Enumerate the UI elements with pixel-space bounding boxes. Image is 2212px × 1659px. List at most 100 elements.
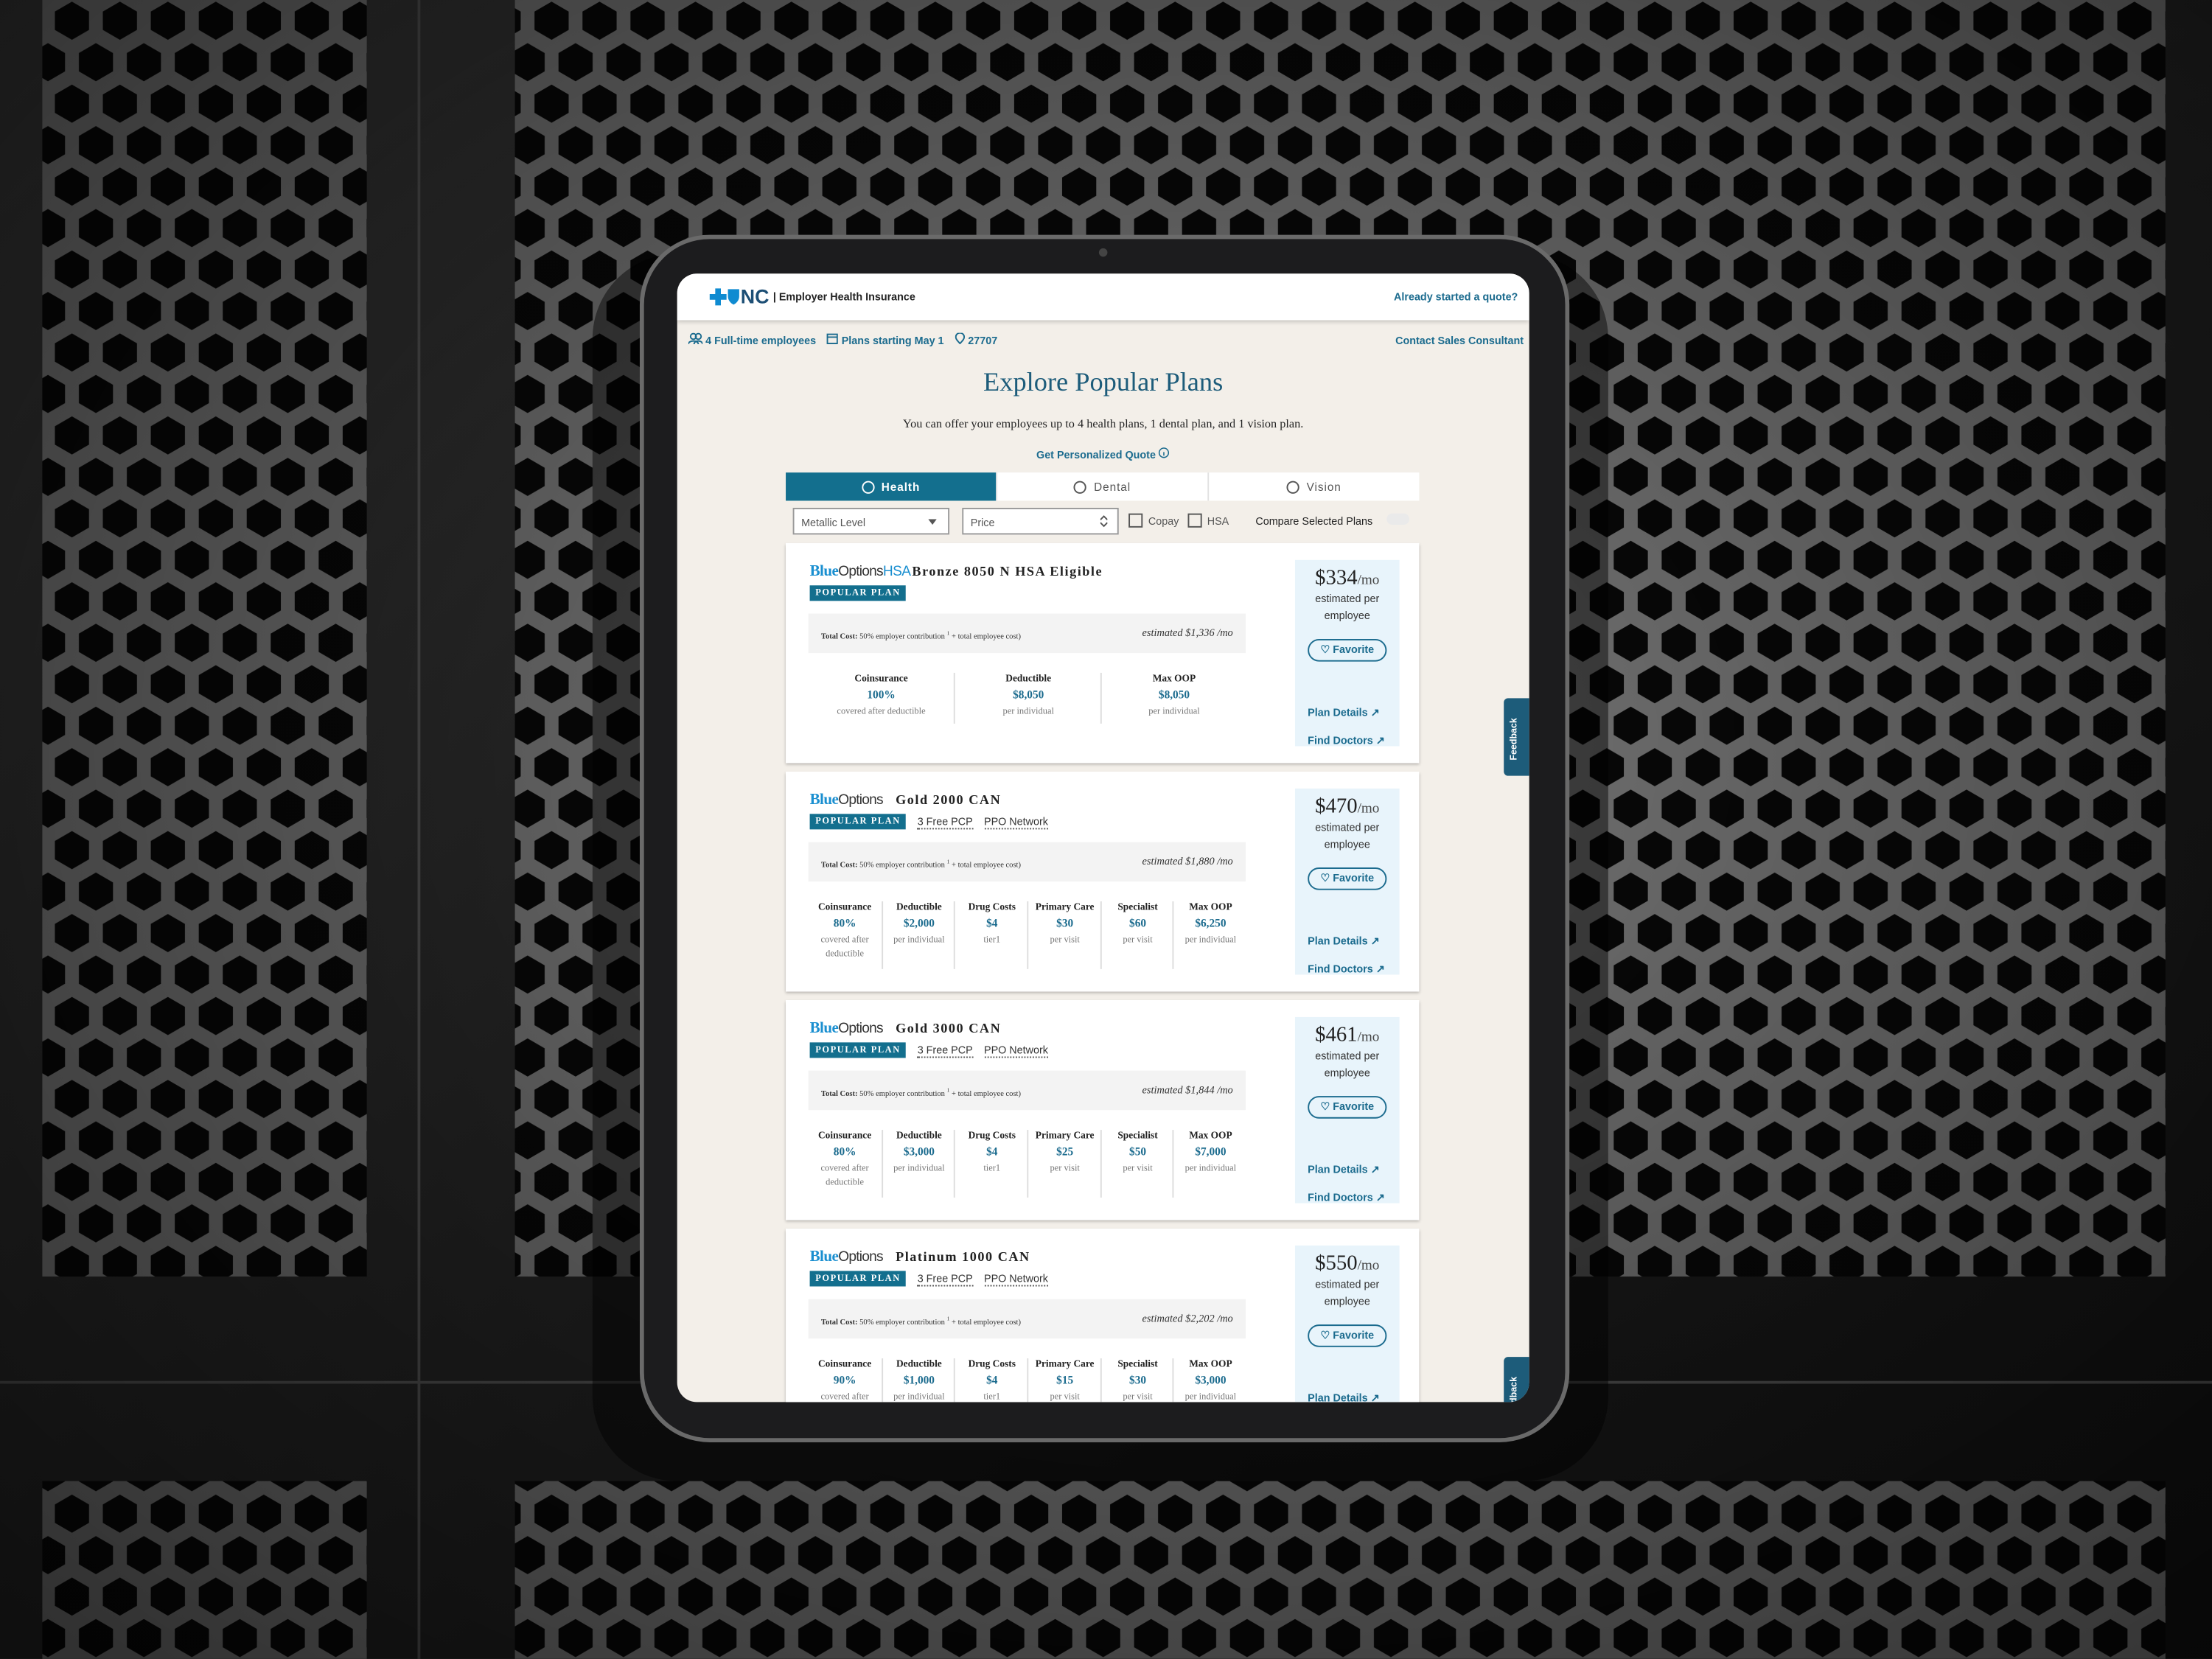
plan-name: Gold 3000 CAN — [896, 1022, 1002, 1037]
find-doctors-link[interactable]: Find Doctors ↗ — [1308, 1191, 1385, 1204]
tab[interactable]: Vision — [1207, 472, 1419, 501]
stat-label: Primary Care — [1035, 1358, 1095, 1370]
stat-label: Drug Costs — [968, 1130, 1016, 1142]
price: $470/mo — [1295, 794, 1400, 820]
favorite-button[interactable]: ♡ Favorite — [1308, 867, 1387, 890]
total-cost-bar: Total Cost: 50% employer contribution 1 … — [808, 1299, 1246, 1339]
plan-details-link[interactable]: Plan Details ↗ — [1308, 1163, 1380, 1176]
stat-label: Specialist — [1117, 1358, 1158, 1370]
plan-stat: Drug Costs $4 tier1 — [954, 1358, 1028, 1403]
stat-note: per individual — [1184, 935, 1237, 946]
plan-details-link[interactable]: Plan Details ↗ — [1308, 705, 1380, 719]
copay-label: Copay — [1148, 514, 1179, 527]
plan-heading: Blue Options Gold 2000 CAN — [810, 792, 1002, 808]
copay-checkbox[interactable] — [1128, 513, 1143, 528]
tab[interactable]: Dental — [996, 472, 1207, 501]
price: $550/mo — [1295, 1251, 1400, 1276]
stat-note: per individual — [893, 935, 945, 946]
zip[interactable]: 27707 — [955, 332, 997, 347]
subtitle: You can offer your employees up to 4 hea… — [902, 416, 1304, 430]
total-cost-text: 50% employer contribution — [859, 1090, 945, 1099]
product-name: | Employer Health Insurance — [772, 290, 915, 304]
total-cost-label: Total Cost: — [820, 633, 858, 642]
start-date[interactable]: Plans starting May 1 — [827, 333, 944, 347]
price-note: estimated per employee — [1315, 820, 1380, 851]
plan-stat: Primary Care $15 per visit — [1027, 1358, 1101, 1403]
hsa-label: HSA — [1207, 514, 1229, 527]
favorite-button[interactable]: ♡ Favorite — [1308, 1324, 1387, 1347]
price-per: /mo — [1357, 1030, 1380, 1046]
stat-value: $7,000 — [1195, 1145, 1227, 1159]
quote-link[interactable]: Already started a quote? — [1394, 290, 1518, 304]
stat-label: Primary Care — [1035, 1130, 1095, 1142]
context-bar: 4 Full-time employees Plans starting May… — [688, 332, 997, 347]
stat-label: Max OOP — [1189, 1358, 1232, 1370]
stat-value: $4 — [986, 1145, 998, 1159]
favorite-button[interactable]: ♡ Favorite — [1308, 1096, 1387, 1119]
stat-label: Drug Costs — [968, 901, 1016, 913]
feedback-tab[interactable]: Feedback — [1504, 698, 1529, 776]
price-amount: $550 — [1315, 1252, 1358, 1276]
stat-note: per individual — [893, 1392, 945, 1403]
compare-toggle[interactable] — [1386, 513, 1409, 525]
total-cost: Total Cost: 50% employer contribution 1 … — [821, 1315, 1021, 1327]
stat-value: $4 — [986, 1374, 998, 1387]
employees[interactable]: 4 Full-time employees — [688, 332, 816, 347]
price-panel: $550/mo estimated per employee ♡ Favorite P… — [1294, 1245, 1400, 1403]
stat-note: tier1 — [983, 1163, 1001, 1174]
price-select[interactable]: Price — [962, 508, 1119, 535]
stat-note: covered after deductible — [820, 935, 869, 960]
metallic-select[interactable]: Metallic Level — [792, 508, 950, 535]
find-doctors-link[interactable]: Find Doctors ↗ — [1308, 734, 1385, 747]
total-cost-rest: + total employee cost) — [952, 1090, 1021, 1099]
quote-cta[interactable]: Get Personalized Quote — [677, 447, 1529, 461]
plan-details-link[interactable]: Plan Details ↗ — [1308, 934, 1380, 948]
stat-note: covered after deductible — [820, 1163, 869, 1188]
estimate: estimated $1,844 /mo — [1142, 1083, 1233, 1097]
brand-options: Options — [838, 1021, 883, 1037]
find-doctors-link[interactable]: Find Doctors ↗ — [1308, 963, 1385, 976]
tab[interactable]: Health — [786, 472, 997, 501]
plan-stat: Specialist $30 per visit — [1100, 1358, 1174, 1403]
estimate: estimated $1,880 /mo — [1142, 854, 1233, 868]
plan-tag: 3 Free PCP — [917, 814, 973, 829]
plan-stat: Coinsurance 80% covered after deductible — [809, 1130, 882, 1198]
total-cost-rest: + total employee cost) — [952, 1319, 1021, 1327]
stat-value: $30 — [1056, 917, 1074, 930]
brand-options: Options — [838, 1249, 883, 1265]
plan-details-link-text: Plan Details — [1308, 705, 1368, 719]
stat-value: $8,050 — [1158, 688, 1190, 702]
plan-card: Blue Options Gold 2000 CAN POPULAR PLAN 3 Fr… — [786, 771, 1420, 992]
favorite-button[interactable]: ♡ Favorite — [1308, 638, 1387, 662]
feedback-tab[interactable]: Feedback — [1504, 1357, 1529, 1403]
stat-value: $50 — [1129, 1145, 1147, 1159]
tab-icon — [1074, 480, 1087, 493]
contact-link[interactable]: Contact Sales Consultant — [1395, 334, 1524, 347]
hsa-checkbox[interactable] — [1187, 513, 1202, 528]
plan-stat: Deductible $2,000 per individual — [881, 901, 956, 969]
price-panel: $470/mo estimated per employee ♡ Favorite P… — [1294, 788, 1400, 976]
plan-tag: 3 Free PCP — [917, 1043, 973, 1058]
estimate: estimated $2,202 /mo — [1142, 1311, 1233, 1325]
footnote: 1 — [946, 629, 950, 637]
brand-options: Options — [838, 564, 883, 580]
stat-label: Max OOP — [1152, 672, 1196, 685]
find-doctors-link-text: Find Doctors — [1308, 734, 1373, 747]
plan-stat: Max OOP $8,050 per individual — [1100, 672, 1247, 724]
tab-label: Dental — [1094, 480, 1131, 493]
stat-value: $60 — [1129, 917, 1147, 930]
favorite-label: Favorite — [1333, 871, 1375, 885]
popular-badge: POPULAR PLAN — [809, 1042, 907, 1058]
plan-details-link[interactable]: Plan Details ↗ — [1308, 1391, 1379, 1402]
stat-note: covered after deductible — [837, 706, 926, 717]
price-note: estimated per employee — [1315, 1277, 1380, 1308]
caret — [928, 519, 937, 525]
price-per: /mo — [1357, 1258, 1380, 1274]
screen: NC | Employer Health Insurance Already s… — [677, 273, 1529, 1403]
stat-value: $4 — [986, 917, 998, 930]
find-doctors-link-text: Find Doctors — [1308, 1191, 1373, 1204]
stat-label: Coinsurance — [817, 1130, 872, 1142]
plan-stat: Primary Care $30 per visit — [1027, 901, 1101, 969]
plan-stat: Coinsurance 80% covered after deductible — [809, 901, 882, 969]
